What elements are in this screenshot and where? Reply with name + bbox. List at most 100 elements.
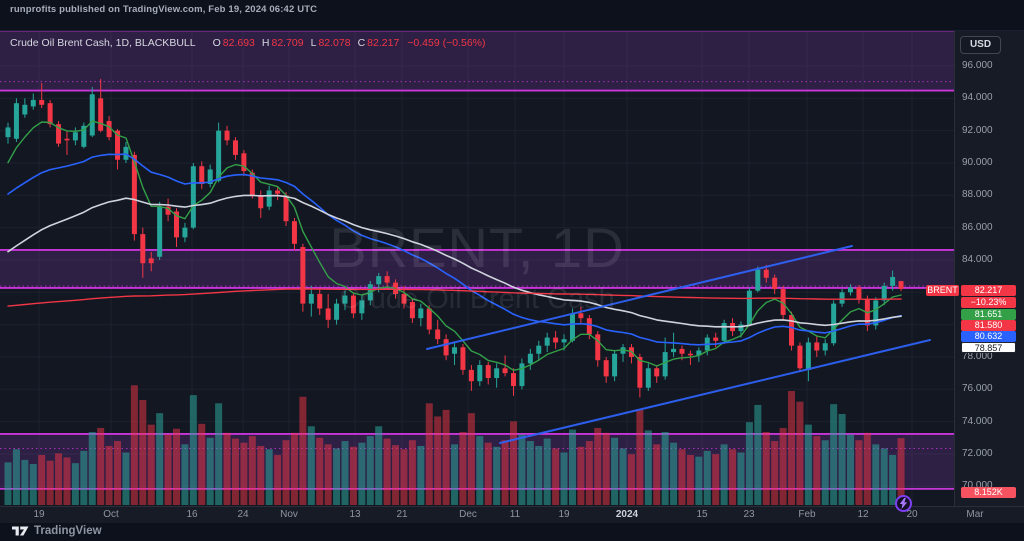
volume-bar xyxy=(585,441,593,505)
ma-mid-value-badge: 80.632 xyxy=(961,330,1016,342)
candle-down xyxy=(275,190,281,194)
candle-down xyxy=(460,347,466,370)
candle-down xyxy=(603,360,609,377)
candle-down xyxy=(174,211,179,238)
price-tick-label: 90.000 xyxy=(962,156,993,168)
volume-bar xyxy=(63,457,71,505)
volume-bar xyxy=(282,440,290,505)
last-price-badge: 82.217 xyxy=(961,285,1016,296)
candle-up xyxy=(519,363,525,387)
volume-bar xyxy=(105,445,113,505)
channel-upper xyxy=(426,245,853,350)
candle-down xyxy=(898,281,904,289)
lightning-icon xyxy=(899,498,908,509)
volume-bar xyxy=(80,450,88,505)
time-tick-label: 2024 xyxy=(615,509,639,520)
volume-bar xyxy=(358,442,366,505)
candle-up xyxy=(721,323,727,341)
volume-bar xyxy=(897,438,905,505)
volume-bar xyxy=(181,444,189,505)
chart-legend[interactable]: Crude Oil Brent Cash, 1D, BLACKBULL O 82.… xyxy=(10,37,486,49)
volume-bar xyxy=(703,450,711,505)
volume-bar xyxy=(737,452,745,505)
candle-up xyxy=(182,227,188,238)
volume-bar xyxy=(644,430,652,505)
candle-down xyxy=(485,365,491,378)
volume-bar xyxy=(324,444,332,505)
candle-up xyxy=(72,132,78,141)
candle-down xyxy=(384,276,390,283)
legend-close-label: C xyxy=(357,37,366,49)
candle-up xyxy=(645,368,651,388)
volume-bar xyxy=(493,446,501,505)
candle-down xyxy=(856,287,862,299)
candle-up xyxy=(89,94,95,136)
candle-up xyxy=(334,303,340,320)
legend-high-label: H xyxy=(261,37,270,49)
candle-down xyxy=(258,195,264,209)
broker-lightning-bubble[interactable] xyxy=(895,495,912,512)
candle-down xyxy=(64,138,70,141)
candle-down xyxy=(553,337,559,343)
legend-symbol-title[interactable]: Crude Oil Brent Cash, 1D, BLACKBULL xyxy=(10,37,196,49)
candle-down xyxy=(224,130,230,141)
tradingview-logo[interactable]: TradingView xyxy=(12,525,102,537)
candle-down xyxy=(140,234,146,264)
volume-bar xyxy=(804,424,812,505)
volume-bar xyxy=(880,448,888,505)
volume-bar xyxy=(568,429,576,505)
candle-up xyxy=(359,300,365,314)
volume-bar xyxy=(257,445,265,505)
ma-slow-white xyxy=(7,194,902,328)
candle-down xyxy=(814,342,820,351)
candle-up xyxy=(848,287,853,293)
time-tick-label: Feb xyxy=(798,509,816,520)
volume-bar xyxy=(29,464,37,505)
legend-low-label: L xyxy=(310,37,317,49)
candle-down xyxy=(317,293,323,309)
volume-bar xyxy=(771,441,779,505)
volume-bar xyxy=(198,423,206,505)
candle-down xyxy=(797,345,803,369)
volume-bar xyxy=(670,442,678,505)
volume-bar xyxy=(46,460,54,505)
candle-up xyxy=(536,345,542,354)
legend-high-value: 82.709 xyxy=(271,37,304,49)
candle-up xyxy=(418,308,424,319)
candle-down xyxy=(443,339,449,356)
volume-bar xyxy=(821,440,829,505)
candle-down xyxy=(409,302,415,319)
candle-down xyxy=(291,221,297,244)
candle-up xyxy=(527,353,533,364)
candle-down xyxy=(350,295,356,314)
candle-up xyxy=(13,103,19,139)
candle-down xyxy=(115,130,121,160)
volume-bar xyxy=(552,448,560,505)
price-axis-panel[interactable] xyxy=(954,31,1024,506)
volume-bar xyxy=(12,449,20,505)
volume-bar xyxy=(274,454,282,505)
volume-bar xyxy=(139,400,147,505)
volume-bar xyxy=(526,441,534,505)
price-tick-label: 84.000 xyxy=(962,253,993,265)
volume-bar xyxy=(240,442,248,505)
volume-bar xyxy=(173,428,180,505)
volume-bar xyxy=(55,453,63,505)
volume-bar xyxy=(425,403,433,505)
volume-bar xyxy=(4,462,12,505)
price-tick-label: 88.000 xyxy=(962,189,993,201)
volume-bar xyxy=(847,434,854,505)
candle-down xyxy=(595,334,601,361)
time-axis-panel[interactable] xyxy=(0,506,1024,523)
volume-bar xyxy=(88,432,96,505)
currency-toggle-button[interactable]: USD xyxy=(960,36,1001,54)
volume-bar xyxy=(729,449,737,505)
volume-bar xyxy=(510,421,517,505)
volume-bar xyxy=(206,437,214,505)
candle-down xyxy=(106,120,112,138)
publish-header-bar: runprofits published on TradingView.com,… xyxy=(0,0,1024,31)
candle-up xyxy=(22,104,28,115)
legend-low-value: 82.078 xyxy=(318,37,351,49)
candle-down xyxy=(789,314,795,346)
